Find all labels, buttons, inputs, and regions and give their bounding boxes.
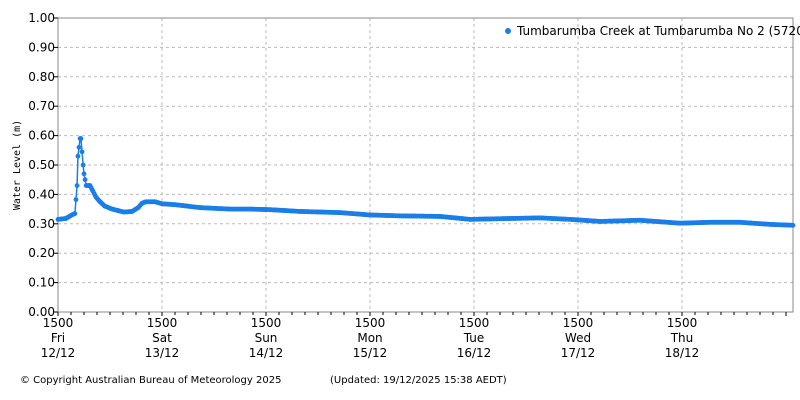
updated-text: (Updated: 19/12/2025 15:38 AEDT) <box>330 375 507 386</box>
x-tick-time: 1500 <box>667 316 698 330</box>
y-tick-label: 0.20 <box>28 246 55 260</box>
data-point <box>79 149 85 155</box>
x-tick-time: 1500 <box>563 316 594 330</box>
y-axis: 0.00 0.10 0.20 0.30 0.40 0.50 0.60 0.70 0.80 0.90… <box>28 11 58 319</box>
x-tick-date: 14/12 <box>249 346 284 360</box>
x-tick-day: Tue <box>463 331 485 345</box>
data-point <box>75 153 81 159</box>
data-point <box>78 136 84 141</box>
y-tick-label: 1.00 <box>28 11 55 25</box>
x-tick-date: 13/12 <box>145 346 180 360</box>
x-tick-time: 1500 <box>147 316 178 330</box>
y-tick-label: 0.60 <box>28 129 55 143</box>
x-tick-day: Sat <box>152 331 172 345</box>
y-tick-label: 0.90 <box>28 40 55 54</box>
y-tick-label: 0.00 <box>28 305 55 319</box>
copyright-text: © Copyright Australian Bureau of Meteoro… <box>20 375 282 386</box>
data-point <box>790 222 796 228</box>
x-tick-day: Mon <box>357 331 382 345</box>
y-axis-label: Water Level (m) <box>12 120 23 210</box>
x-tick-time: 1500 <box>459 316 490 330</box>
y-tick-label: 0.10 <box>28 276 55 290</box>
data-point <box>74 183 80 188</box>
y-tick-label: 0.30 <box>28 217 55 231</box>
data-point <box>81 171 87 177</box>
data-point <box>73 197 79 202</box>
x-tick-date: 18/12 <box>665 346 700 360</box>
x-tick-date: 16/12 <box>457 346 492 360</box>
series-line <box>57 137 793 227</box>
x-tick-day: Wed <box>565 331 591 345</box>
x-tick-day: Sun <box>255 331 278 345</box>
x-tick-day: Fri <box>51 331 65 345</box>
data-point <box>80 162 86 168</box>
x-tick-time: 1500 <box>251 316 282 330</box>
y-tick-label: 0.70 <box>28 99 55 113</box>
x-tick-date: 17/12 <box>561 346 596 360</box>
x-tick-time: 1500 <box>43 316 74 330</box>
data-point <box>76 144 82 150</box>
data-point <box>82 177 88 183</box>
x-axis: 1500Fri12/121500Sat13/121500Sun14/121500… <box>41 312 787 360</box>
y-tick-label: 0.40 <box>28 187 55 201</box>
data-point <box>72 211 78 216</box>
legend-label: Tumbarumba Creek at Tumbarumba No 2 (572… <box>516 24 800 38</box>
x-tick-date: 12/12 <box>41 346 76 360</box>
x-tick-date: 15/12 <box>353 346 388 360</box>
y-tick-label: 0.50 <box>28 158 55 172</box>
grid <box>58 18 793 312</box>
series <box>55 136 796 228</box>
x-tick-time: 1500 <box>355 316 386 330</box>
x-tick-day: Thu <box>670 331 694 345</box>
y-tick-label: 0.80 <box>28 70 55 84</box>
legend-marker <box>505 28 511 34</box>
legend: Tumbarumba Creek at Tumbarumba No 2 (572… <box>505 24 800 38</box>
